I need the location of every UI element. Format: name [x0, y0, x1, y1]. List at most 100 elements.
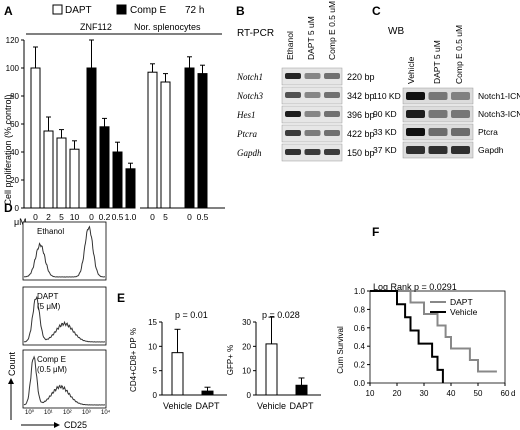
a-ytick-label: 0 — [15, 204, 20, 213]
a-ytick-label: 100 — [6, 64, 20, 73]
e-ytick-label: 5 — [153, 367, 158, 376]
panel-a-bars: 0 2 5 10 0 0.2 0.5 1.0 0 5 0 0.5 — [30, 39, 209, 222]
a-ytick-label: 60 — [10, 120, 19, 129]
panel-e-label: E — [117, 291, 125, 305]
protein-label: Ptcra — [478, 127, 498, 137]
kd-label: 110 KD — [373, 91, 401, 101]
bar — [43, 130, 54, 209]
bar — [112, 151, 123, 209]
panel-e-ylabel-1: CD4+CD8+ DP % — [129, 328, 138, 392]
gel-band — [324, 149, 340, 155]
band-size-label: 422 bp — [347, 129, 375, 139]
band-size-label: 150 bp — [347, 148, 375, 158]
panel-e-pvalue-2: p = 0.028 — [262, 310, 300, 320]
gel-band — [285, 92, 301, 98]
bar — [69, 148, 80, 209]
blot-band — [451, 146, 470, 154]
panel-d-label: D — [4, 201, 13, 215]
panel-a-um: μM — [14, 217, 27, 227]
kd-label: 90 KD — [373, 109, 397, 119]
a-xtick-label: 1.0 — [125, 212, 137, 222]
wb-lane-2: DAPT 5 uM — [432, 40, 442, 84]
blot-band — [406, 146, 425, 154]
blot-band — [451, 92, 470, 100]
band-size-label: 342 bp — [347, 91, 375, 101]
blot-band — [451, 128, 470, 136]
band-size-label: 396 bp — [347, 110, 375, 120]
panel-c-title: WB — [388, 26, 404, 37]
a-ytick-label: 120 — [6, 36, 20, 45]
e-xtick-label: DAPT — [195, 401, 220, 411]
histogram-sublabel: (5 μM) — [37, 302, 61, 311]
cd25-arrowhead — [54, 422, 60, 428]
blot-band — [428, 128, 448, 136]
histogram-curve — [23, 225, 106, 278]
blot-band — [406, 92, 425, 100]
histogram-label: Ethanol — [37, 227, 64, 236]
f-ytick-label: 0.4 — [354, 342, 366, 351]
a-xtick-label: 5 — [163, 212, 168, 222]
survival-chart: 0.0 0.2 0.4 0.6 0.8 1.0 10 20 30 40 50 60 d DAPTVehic… — [354, 287, 516, 398]
bar — [125, 168, 136, 209]
gene-label: Notch1 — [236, 72, 263, 82]
gel-band — [324, 73, 340, 79]
f-xtick-label: 10 — [366, 389, 375, 398]
gel-band — [285, 149, 301, 155]
legend-compe-label: Comp E — [130, 5, 166, 16]
f-legend-label: DAPT — [450, 297, 473, 307]
f-legend-label: Vehicle — [450, 307, 478, 317]
gene-label: Hes1 — [236, 110, 256, 120]
rtpcr-lane-2: DAPT 5 uM — [306, 16, 316, 60]
blot-band — [428, 146, 448, 154]
a-xtick-label: 0 — [89, 212, 94, 222]
gel-band — [304, 92, 321, 98]
f-xtick-label: 60 — [501, 389, 510, 398]
a-xtick-label: 2 — [46, 212, 51, 222]
a-ytick-label: 20 — [10, 176, 19, 185]
gene-label: Ptcra — [236, 129, 257, 139]
f-xtick-label: 30 — [420, 389, 429, 398]
count-arrowhead — [8, 378, 14, 384]
legend-compe-swatch — [116, 4, 127, 15]
panel-f-label: F — [372, 225, 379, 239]
gene-label: Gapdh — [237, 148, 262, 158]
blot-band — [451, 110, 470, 118]
d-xtick-label: 10³ — [82, 410, 91, 416]
e-ytick-label: 0 — [247, 391, 252, 400]
protein-label: Gapdh — [478, 145, 504, 155]
western-blot: 110 KD Notch1-ICN 90 KD Notch3-ICN 33 KD Ptcr… — [373, 87, 520, 159]
histogram-label: Comp E — [37, 355, 66, 364]
histogram-curve — [23, 295, 105, 343]
kd-label: 37 KD — [373, 145, 397, 155]
gel-band — [324, 111, 340, 117]
histogram-curve — [23, 355, 105, 406]
a-xtick-label: 0.5 — [197, 212, 209, 222]
e-bar — [201, 390, 214, 396]
bar — [99, 126, 110, 209]
bar — [86, 67, 97, 209]
f-ytick-label: 0.8 — [354, 305, 366, 314]
band-size-label: 220 bp — [347, 72, 375, 82]
histogram-label: DAPT — [37, 292, 58, 301]
survival-line-vehicle — [370, 290, 444, 383]
panel-f-logrank: Log Rank p = 0.0291 — [373, 282, 457, 292]
f-plot-frame — [369, 290, 506, 384]
bar — [56, 137, 67, 209]
gel-band — [304, 149, 321, 155]
gel-band — [304, 73, 321, 79]
gel-band — [304, 111, 321, 117]
rtpcr-lane-1: Ethanol — [285, 31, 295, 60]
e-ytick-label: 20 — [242, 342, 251, 351]
gel-row — [281, 105, 343, 124]
f-xtick-label: 50 — [474, 389, 483, 398]
gel-band — [285, 111, 301, 117]
blot-band — [428, 92, 448, 100]
a-xtick-label: 10 — [70, 212, 80, 222]
bar — [184, 67, 195, 209]
panel-a-label: A — [4, 4, 13, 18]
e-xtick-label: Vehicle — [257, 401, 286, 411]
bar — [30, 67, 41, 209]
panel-b-label: B — [236, 4, 245, 18]
a-ytick-label: 40 — [10, 148, 19, 157]
